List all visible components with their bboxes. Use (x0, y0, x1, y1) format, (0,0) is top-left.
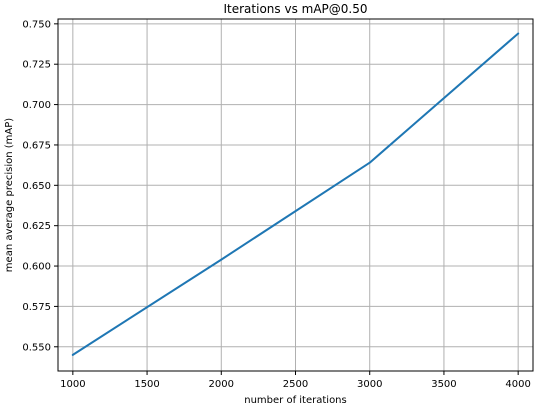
series-line (71, 32, 520, 356)
y-tick-label: 0.650 (22, 181, 51, 192)
data-point (368, 161, 371, 164)
x-tick-label: 2500 (283, 379, 308, 390)
y-axis-ticks: 0.550 0.575 0.600 0.625 0.650 0.675 0.700 0.725… (22, 19, 58, 353)
data-point (72, 354, 74, 356)
grid-layer (58, 19, 533, 371)
y-tick-label: 0.700 (22, 100, 51, 111)
x-tick-label: 2000 (209, 379, 234, 390)
x-axis-title: number of iterations (244, 395, 346, 406)
x-tick-label: 1000 (60, 379, 85, 390)
y-tick-label: 0.625 (22, 221, 51, 232)
y-tick-label: 0.550 (22, 342, 51, 353)
x-tick-label: 3000 (357, 379, 382, 390)
x-tick-label: 1500 (134, 379, 159, 390)
series-layer (71, 32, 520, 356)
y-tick-label: 0.600 (22, 262, 51, 273)
chart-title: Iterations vs mAP@0.50 (224, 2, 368, 16)
y-axis-title: mean average precision (mAP) (4, 118, 15, 272)
x-tick-label: 3500 (431, 379, 456, 390)
y-tick-label: 0.725 (22, 60, 51, 71)
y-tick-label: 0.675 (22, 140, 51, 151)
data-point (517, 32, 519, 35)
x-axis-ticks: 1000 1500 2000 2500 3000 3500 4000 (60, 371, 531, 390)
y-tick-label: 0.575 (22, 302, 51, 313)
x-tick-label: 4000 (505, 379, 530, 390)
data-point (220, 258, 223, 261)
y-tick-label: 0.750 (22, 19, 51, 30)
